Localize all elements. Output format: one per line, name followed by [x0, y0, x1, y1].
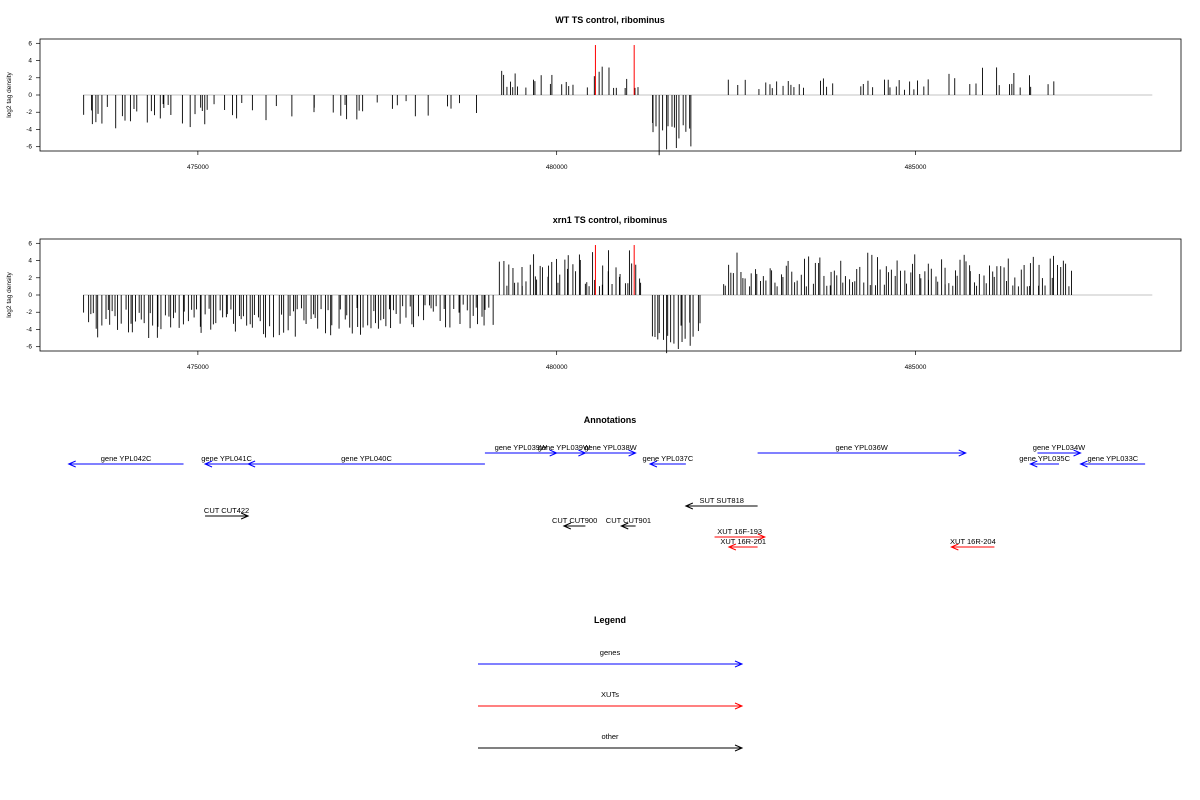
- legend: Legend genes XUTs other: [478, 615, 744, 752]
- legend-label: genes: [600, 648, 621, 657]
- y-tick-label: -2: [26, 309, 32, 316]
- xrn1-density-panel: xrn1 TS control, ribominus log2 tag dens…: [6, 215, 1182, 371]
- feature-arrowhead: [246, 460, 256, 468]
- x-tick-label: 485000: [905, 164, 927, 171]
- feature-label: gene YPL041C: [201, 454, 252, 463]
- legend-arrowhead: [734, 702, 744, 710]
- feature-arrowhead: [203, 460, 213, 468]
- feature-arrowhead: [958, 449, 967, 457]
- feature-arrowhead: [240, 512, 250, 520]
- chart-title: WT TS control, ribominus: [555, 15, 665, 25]
- feature-label: CUT CUT422: [204, 506, 249, 515]
- y-axis-label: log2 tag density: [6, 71, 13, 117]
- legend-arrowhead: [734, 660, 744, 668]
- chart-title: xrn1 TS control, ribominus: [553, 215, 668, 225]
- feature-label: gene YPL039W: [495, 443, 548, 452]
- annotation-track: Annotations gene YPL042C gene YPL041C gene…: [67, 415, 1146, 551]
- x-tick-label: 480000: [546, 364, 568, 371]
- y-axis-label: log2 tag density: [6, 271, 13, 317]
- y-tick-label: 2: [28, 275, 32, 282]
- feature-label: SUT SUT818: [699, 496, 743, 505]
- y-tick-label: -6: [26, 344, 32, 351]
- wt-density-panel: WT TS control, ribominus log2 tag densit…: [6, 15, 1182, 171]
- feature-label: XUT 16R-201: [720, 537, 766, 546]
- feature-label: CUT CUT900: [552, 516, 597, 525]
- legend-label: XUTs: [601, 690, 619, 699]
- feature-arrowhead: [648, 460, 658, 468]
- y-tick-label: -2: [26, 109, 32, 116]
- y-tick-label: 4: [28, 58, 32, 65]
- feature-label: gene YPL040C: [341, 454, 392, 463]
- feature-arrowhead: [562, 522, 572, 530]
- x-tick-label: 485000: [905, 364, 927, 371]
- feature-arrowhead: [757, 533, 767, 541]
- feature-label: XUT 16F-193: [717, 527, 762, 536]
- feature-label: XUT 16R-204: [950, 537, 996, 546]
- feature-arrowhead: [619, 522, 629, 530]
- feature-arrowhead: [67, 460, 76, 468]
- legend-arrowhead: [734, 744, 744, 752]
- y-tick-label: 0: [28, 292, 32, 299]
- y-tick-label: 2: [28, 75, 32, 82]
- x-tick-label: 475000: [187, 164, 209, 171]
- feature-arrowhead: [1079, 460, 1088, 468]
- feature-arrowhead: [727, 543, 737, 551]
- annotations-title: Annotations: [584, 415, 637, 425]
- y-tick-label: -4: [26, 126, 32, 133]
- feature-arrowhead: [628, 449, 637, 457]
- feature-label: gene YPL042C: [101, 454, 152, 463]
- y-tick-label: 6: [28, 240, 32, 247]
- feature-arrowhead: [1029, 460, 1038, 468]
- y-tick-label: 6: [28, 40, 32, 47]
- feature-label: gene YPL033C: [1087, 454, 1138, 463]
- y-tick-label: -6: [26, 144, 32, 151]
- feature-arrowhead: [684, 502, 694, 510]
- feature-label: gene YPL039W: [538, 443, 591, 452]
- feature-arrowhead: [1073, 449, 1082, 457]
- y-tick-label: 0: [28, 92, 32, 99]
- feature-label: gene YPL035C: [1019, 454, 1070, 463]
- y-tick-label: -4: [26, 326, 32, 333]
- feature-label: gene YPL036W: [835, 443, 888, 452]
- x-tick-label: 480000: [546, 164, 568, 171]
- legend-label: other: [601, 732, 619, 741]
- legend-title: Legend: [594, 615, 626, 625]
- feature-label: gene YPL037C: [643, 454, 694, 463]
- x-tick-label: 475000: [187, 364, 209, 371]
- feature-label: gene YPL034W: [1033, 443, 1086, 452]
- feature-label: gene YPL038W: [584, 443, 637, 452]
- y-tick-label: 4: [28, 258, 32, 265]
- feature-label: CUT CUT901: [606, 516, 651, 525]
- feature-arrowhead: [950, 543, 959, 551]
